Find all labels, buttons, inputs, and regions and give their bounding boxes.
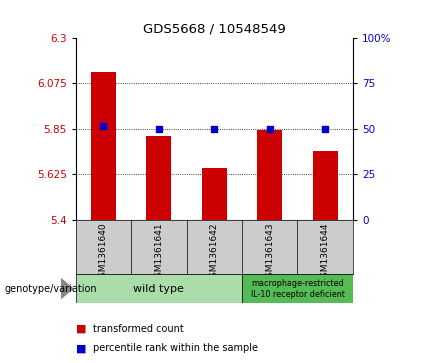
Text: GSM1361643: GSM1361643 (265, 222, 274, 283)
Bar (146, 136, 171, 220)
Text: transformed count: transformed count (93, 323, 184, 334)
Point (155, 127, 162, 132)
Text: ■: ■ (76, 343, 86, 354)
Text: genotype/variation: genotype/variation (4, 284, 97, 294)
Text: percentile rank within the sample: percentile rank within the sample (93, 343, 258, 354)
Text: macrophage-restricted
IL-10 receptor deficient: macrophage-restricted IL-10 receptor def… (251, 278, 344, 299)
Text: GSM1361640: GSM1361640 (99, 222, 108, 283)
FancyBboxPatch shape (76, 274, 242, 303)
FancyBboxPatch shape (242, 274, 353, 303)
Point (100, 123, 107, 129)
Point (266, 126, 273, 132)
Text: GSM1361642: GSM1361642 (210, 222, 219, 283)
Bar (91, 72, 116, 220)
Text: GSM1361644: GSM1361644 (321, 222, 330, 283)
Text: ■: ■ (76, 323, 86, 334)
Bar (202, 168, 227, 220)
Point (211, 127, 218, 132)
Bar (313, 151, 338, 220)
Point (322, 126, 329, 132)
Text: GSM1361641: GSM1361641 (155, 222, 163, 283)
Polygon shape (61, 278, 73, 299)
Title: GDS5668 / 10548549: GDS5668 / 10548549 (143, 23, 286, 36)
Text: wild type: wild type (133, 284, 184, 294)
Bar (257, 130, 282, 220)
